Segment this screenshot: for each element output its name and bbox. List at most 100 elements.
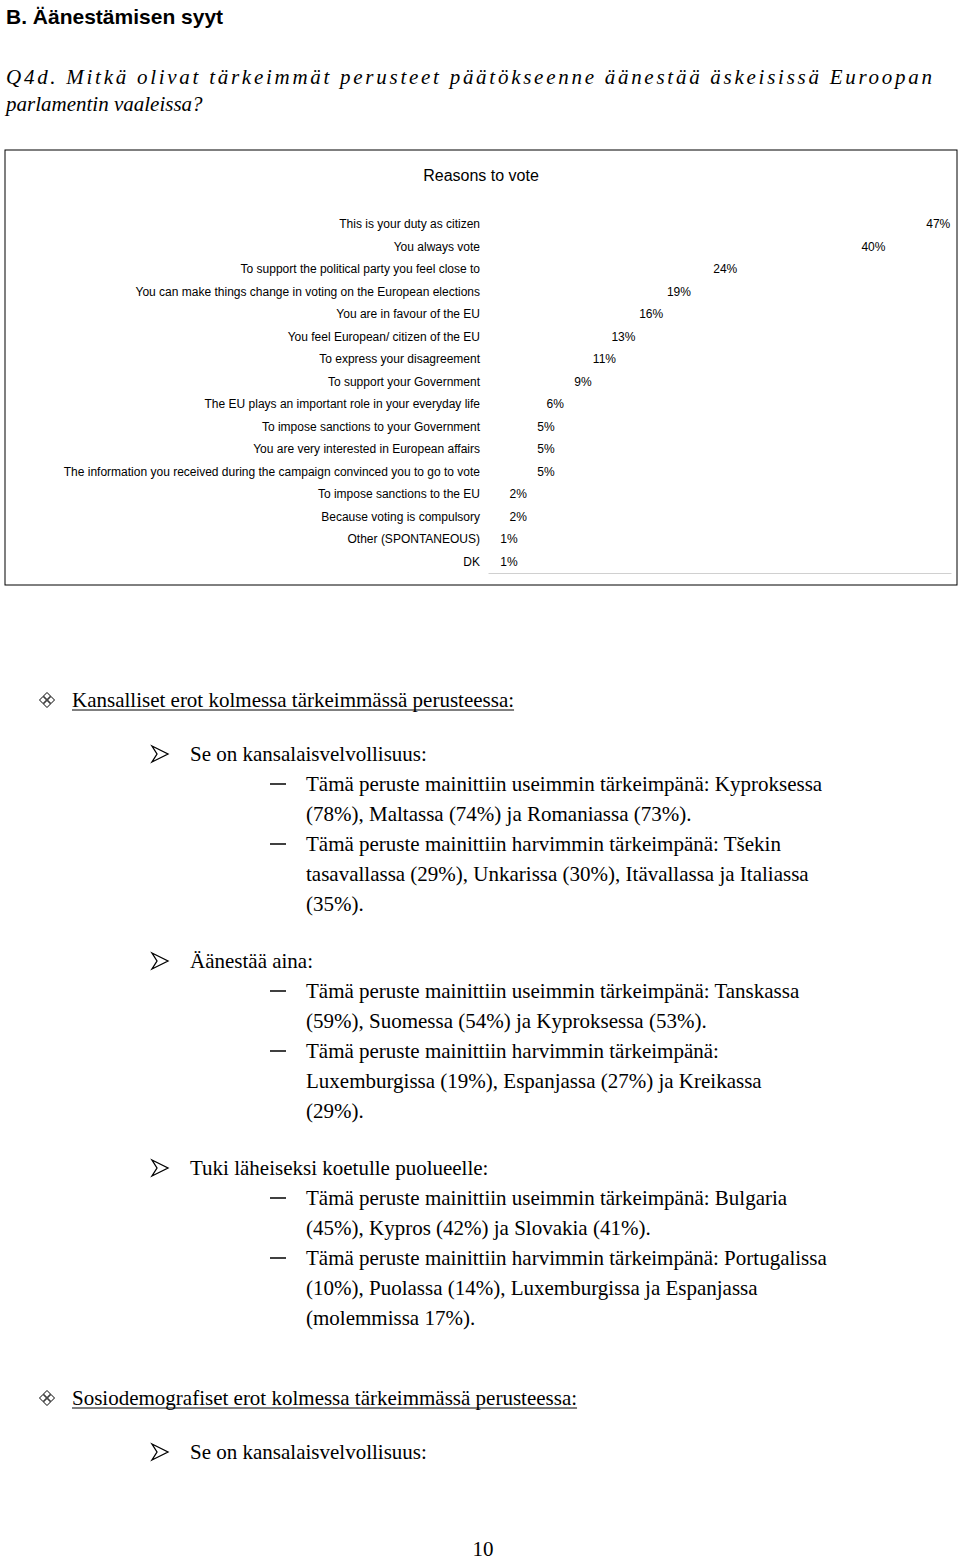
category-label: You can make things change in voting on … [136,285,480,299]
data-label: 9% [574,375,592,389]
category-tick: To impose sanctions to the EU [318,487,488,501]
section-title: Kansalliset erot kolmessa tärkeimmässä p… [72,688,514,712]
data-label: 24% [713,262,737,276]
item-title: Se on kansalaisvelvollisuus: [190,1440,427,1464]
dash-icon [270,783,286,785]
bar [488,531,497,547]
category-tick: This is your duty as citizen [339,217,488,231]
category-label: You always vote [394,240,481,254]
category-tick: To impose sanctions to your Government [262,420,488,434]
category-label: To express your disagreement [319,352,480,366]
data-label: 5% [537,465,555,479]
item-title: Tuki läheiseksi koetulle puolueelle: [190,1156,488,1180]
category-tick: You can make things change in voting on … [136,285,488,299]
category-tick: To express your disagreement [319,352,488,366]
bar [488,554,497,570]
item-title: Se on kansalaisvelvollisuus: [190,742,427,766]
category-tick: The information you received during the … [64,465,488,479]
data-label: 47% [926,217,950,231]
category-label: To impose sanctions to your Government [262,420,481,434]
data-label: 13% [611,330,635,344]
chart-frame [5,150,957,585]
arrow-icon [152,953,168,969]
bar [488,261,710,277]
point-line: (59%), Suomessa (54%) ja Kyproksessa (53… [306,1009,707,1033]
category-label: This is your duty as citizen [339,217,480,231]
bar [488,509,507,525]
heading: B. Äänestämisen syyt [6,5,223,28]
value-axis-line [489,573,952,574]
category-tick: You feel European/ citizen of the EU [288,330,488,344]
bar [488,329,608,345]
dash-icon [270,990,286,992]
category-tick: Because voting is compulsory [321,510,488,524]
section-title-underline [72,710,514,711]
point-line: (29%). [306,1099,364,1123]
data-label: 16% [639,307,663,321]
category-tick: Other (SPONTANEOUS) [348,532,488,546]
category-label: The information you received during the … [64,465,481,479]
category-tick: To support your Government [328,375,488,389]
bar [488,216,923,232]
category-tick: You always vote [394,240,488,254]
category-label: You are very interested in European affa… [253,442,480,456]
category-label: To impose sanctions to the EU [318,487,480,501]
dash-icon [270,1257,286,1259]
dash-icon [270,843,286,845]
point-line: Tämä peruste mainittiin harvimmin tärkei… [306,832,781,856]
bars [488,216,923,569]
data-label: 5% [537,442,555,456]
point-line: Luxemburgissa (19%), Espanjassa (27%) ja… [306,1069,762,1093]
arrow-icon [152,1444,168,1460]
page-number: 10 [473,1537,494,1558]
category-label: Because voting is compulsory [321,510,480,524]
data-label: 2% [510,510,528,524]
section-title: Sosiodemografiset erot kolmessa tärkeimm… [72,1386,577,1410]
data-label: 1% [500,532,518,546]
point-line: Tämä peruste mainittiin useimmin tärkeim… [306,979,800,1003]
question-line: Q4d. Mitkä olivat tärkeimmät perusteet p… [6,65,932,89]
bullet-icon-part [40,1395,47,1402]
data-label: 6% [547,397,565,411]
category-tick: To support the political party you feel … [241,262,488,276]
point-line: tasavallassa (29%), Unkarissa (30%), Itä… [306,862,809,886]
arrow-icon [152,1160,168,1176]
point-line: (molemmissa 17%). [306,1306,475,1330]
bar [488,486,507,502]
point-line: (45%), Kypros (42%) ja Slovakia (41%). [306,1216,651,1240]
data-label: 19% [667,285,691,299]
point-line: Tämä peruste mainittiin useimmin tärkeim… [306,1186,788,1210]
data-labels: 47%40%24%19%16%13%11%9%6%5%5%5%2%2%1%1% [500,217,950,569]
category-tick: DK [463,555,488,569]
bullet-icon [40,693,55,708]
point-line: (78%), Maltassa (74%) ja Romaniassa (73%… [306,802,691,826]
item-title: Äänestää aina: [190,949,313,973]
category-label: To support the political party you feel … [241,262,481,276]
category-label: DK [463,555,480,569]
category-axis: This is your duty as citizen You always v… [64,214,489,574]
category-tick: You are very interested in European affa… [253,442,488,456]
dash-icon [270,1197,286,1199]
point-line: Tämä peruste mainittiin harvimmin tärkei… [306,1246,827,1270]
page: B. Äänestämisen syyt Q4d. Mitkä olivat tä… [0,0,960,1558]
arrow-icon [152,746,168,762]
category-tick: You are in favour of the EU [336,307,488,321]
bar [488,441,534,457]
chart-title: Reasons to vote [423,167,539,184]
data-label: 5% [537,420,555,434]
point-line: (35%). [306,892,364,916]
data-label: 2% [510,487,528,501]
category-label: The EU plays an important role in your e… [205,397,481,411]
section-title-underline [72,1408,577,1409]
category-label: You feel European/ citizen of the EU [288,330,480,344]
category-label: You are in favour of the EU [336,307,480,321]
bar [488,419,534,435]
bullet-icon-part [40,697,47,704]
value-axis [489,573,952,574]
dash-icon [270,1050,286,1052]
category-label: Other (SPONTANEOUS) [348,532,480,546]
data-label: 11% [593,352,616,366]
data-label: 40% [861,240,885,254]
category-label: To support your Government [328,375,481,389]
category-axis-line [488,214,489,574]
